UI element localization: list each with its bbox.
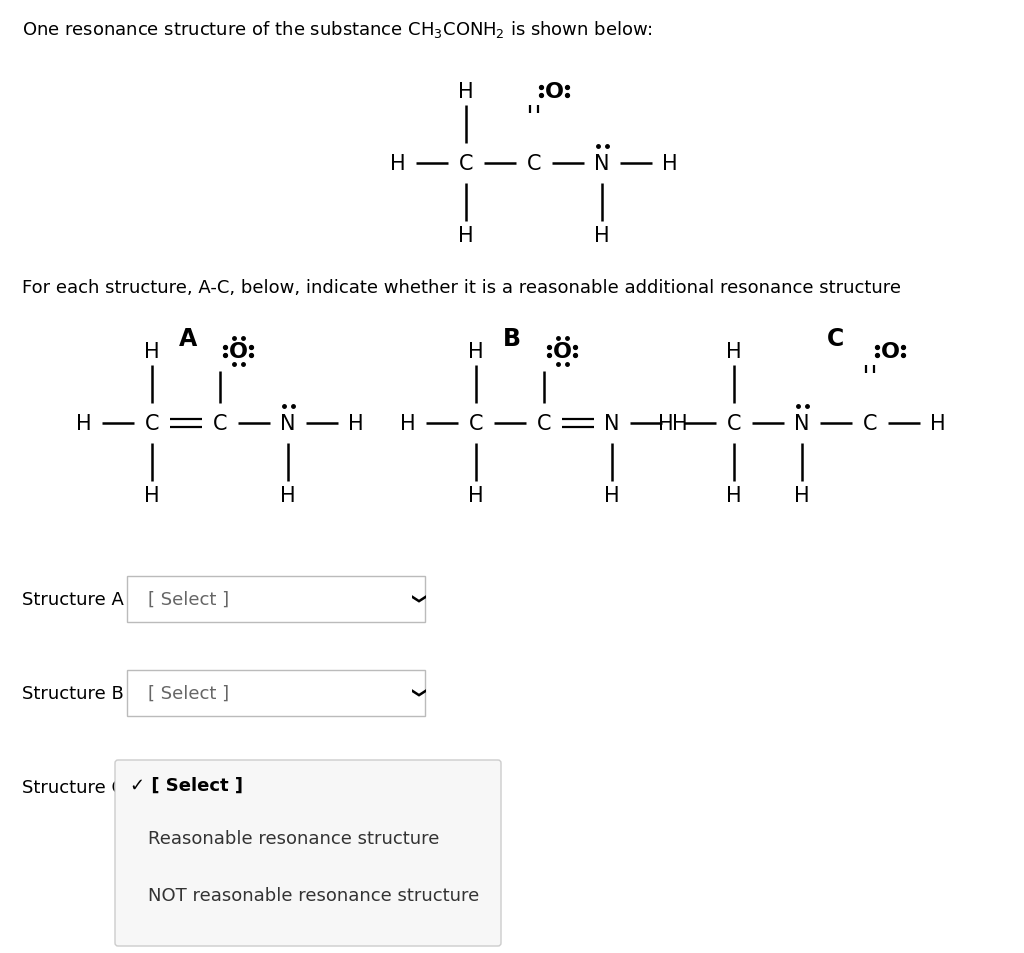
Text: C: C: [469, 414, 483, 434]
FancyBboxPatch shape: [127, 670, 425, 717]
Text: H: H: [144, 485, 160, 505]
Text: C: C: [144, 414, 160, 434]
Text: N: N: [281, 414, 296, 434]
Text: N: N: [604, 414, 620, 434]
Text: H: H: [390, 153, 406, 173]
Text: H: H: [468, 485, 483, 505]
Text: O: O: [545, 82, 563, 102]
Text: ❯: ❯: [409, 594, 423, 605]
Text: Structure A: Structure A: [22, 590, 124, 608]
Text: H: H: [400, 414, 416, 434]
Text: N: N: [594, 153, 609, 173]
Text: O: O: [881, 341, 899, 361]
Text: NOT reasonable resonance structure: NOT reasonable resonance structure: [148, 886, 479, 904]
Text: Reasonable resonance structure: Reasonable resonance structure: [148, 829, 439, 847]
Text: O: O: [553, 341, 571, 361]
Text: H: H: [795, 485, 810, 505]
Text: H: H: [594, 226, 610, 246]
Text: H: H: [726, 341, 741, 361]
Text: C: C: [727, 414, 741, 434]
Text: ✓ [ Select ]: ✓ [ Select ]: [130, 776, 243, 794]
Text: ❯: ❯: [409, 781, 423, 793]
Text: H: H: [348, 414, 364, 434]
Text: C: C: [526, 153, 542, 173]
Text: C: C: [827, 327, 845, 351]
Text: [ Select ]: [ Select ]: [148, 590, 229, 608]
Text: [ Select ]: [ Select ]: [148, 684, 229, 702]
Text: H: H: [658, 414, 674, 434]
Text: H: H: [458, 82, 474, 102]
Text: C: C: [537, 414, 551, 434]
Text: A: A: [179, 327, 198, 351]
Text: N: N: [795, 414, 810, 434]
Text: Structure C: Structure C: [22, 779, 124, 796]
Text: H: H: [468, 341, 483, 361]
Text: For each structure, A-C, below, indicate whether it is a reasonable additional r: For each structure, A-C, below, indicate…: [22, 278, 901, 296]
Text: One resonance structure of the substance CH$_3$CONH$_2$ is shown below:: One resonance structure of the substance…: [22, 19, 653, 40]
Text: H: H: [281, 485, 296, 505]
Text: B: B: [503, 327, 521, 351]
Text: C: C: [213, 414, 227, 434]
Text: Structure B: Structure B: [22, 684, 124, 702]
Text: C: C: [459, 153, 473, 173]
FancyBboxPatch shape: [127, 764, 425, 810]
Text: H: H: [604, 485, 620, 505]
Text: H: H: [144, 341, 160, 361]
Text: O: O: [228, 341, 248, 361]
Text: H: H: [726, 485, 741, 505]
Text: C: C: [863, 414, 878, 434]
Text: H: H: [76, 414, 92, 434]
FancyBboxPatch shape: [115, 760, 501, 946]
FancyBboxPatch shape: [127, 577, 425, 622]
Text: H: H: [663, 153, 678, 173]
Text: H: H: [930, 414, 946, 434]
Text: H: H: [672, 414, 688, 434]
Text: H: H: [458, 226, 474, 246]
Text: ❯: ❯: [409, 687, 423, 700]
